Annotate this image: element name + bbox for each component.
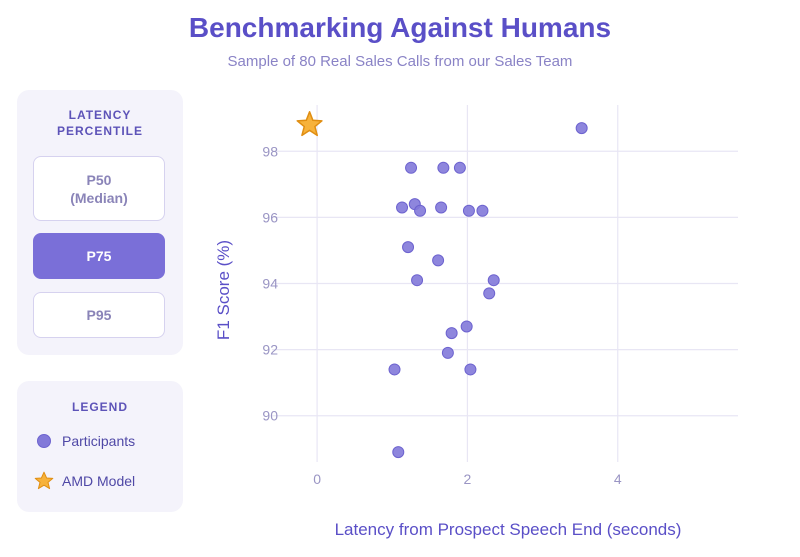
participant-point [405, 161, 418, 174]
participant-point [437, 161, 450, 174]
x-tick-label: 2 [464, 471, 472, 487]
participant-point [411, 274, 424, 287]
participant-point [487, 274, 500, 287]
participant-point [453, 161, 466, 174]
p75-button-label: P75 [86, 248, 112, 264]
participant-point [388, 363, 401, 376]
y-tick-label: 94 [262, 276, 278, 292]
participant-point [435, 201, 448, 214]
participant-point [432, 254, 445, 267]
circle-marker-icon [37, 434, 51, 448]
x-tick-label: 4 [614, 471, 622, 487]
legend-item-participants: Participants [34, 433, 135, 449]
legend-participants-label: Participants [62, 433, 136, 449]
legend-panel: LEGEND Participants AMD Model [17, 381, 183, 512]
participant-point [414, 204, 427, 217]
latency-percentile-panel: LATENCY PERCENTILE P50 (Median) P75 P95 [17, 90, 183, 355]
x-axis-label: Latency from Prospect Speech End (second… [335, 520, 682, 539]
p50-median-button[interactable]: P50 (Median) [33, 156, 165, 221]
chart-subtitle: Sample of 80 Real Sales Calls from our S… [227, 53, 573, 70]
data-points [296, 111, 588, 459]
latency-percentile-heading: LATENCY PERCENTILE [56, 108, 143, 138]
participant-point [402, 241, 415, 254]
participant-point [441, 346, 454, 359]
y-tick-label: 90 [262, 408, 278, 424]
participant-point [460, 320, 473, 333]
star-icon [34, 471, 54, 490]
legend-item-amd-model: AMD Model [34, 471, 135, 491]
participant-point [464, 363, 477, 376]
p95-button[interactable]: P95 [33, 292, 165, 338]
p75-button[interactable]: P75 [33, 233, 165, 279]
amd-model-star-point [296, 111, 323, 137]
y-tick-label: 98 [262, 143, 278, 159]
participant-point [462, 204, 475, 217]
x-tick-label: 0 [313, 471, 321, 487]
p50-median-button-label: P50 (Median) [70, 171, 128, 206]
y-axis-label: F1 Score (%) [214, 240, 233, 340]
participant-point [445, 327, 458, 340]
participant-point [392, 446, 405, 459]
participant-point [476, 204, 489, 217]
chart-title: Benchmarking Against Humans [188, 12, 612, 43]
legend-amd-model-label: AMD Model [62, 473, 136, 489]
grid-lines [272, 105, 738, 462]
participant-point [483, 287, 496, 300]
y-tick-label: 92 [262, 342, 278, 358]
p95-button-label: P95 [86, 307, 112, 323]
y-tick-label: 96 [262, 209, 278, 225]
axis-ticks: 0 2 4 90 92 94 96 98 [262, 143, 621, 487]
legend-heading: LEGEND [71, 400, 128, 414]
participant-point [396, 201, 409, 214]
participant-point [575, 122, 588, 135]
